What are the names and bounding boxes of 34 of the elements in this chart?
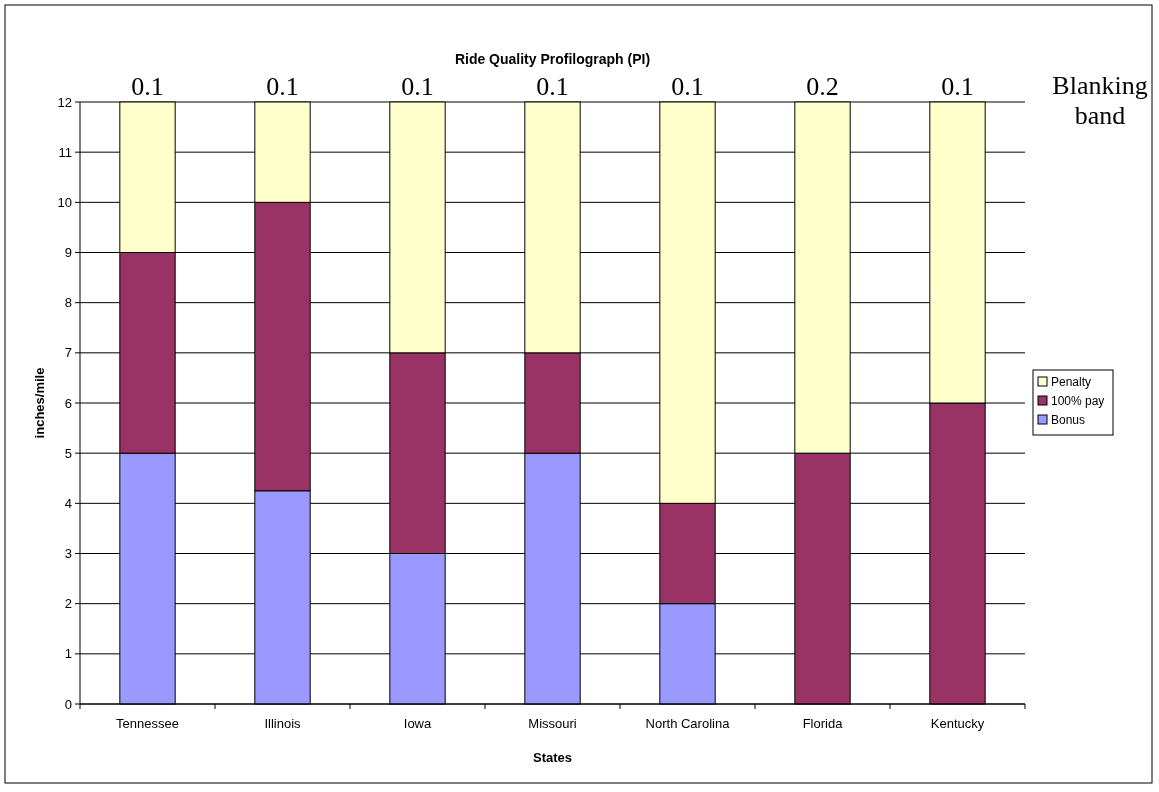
y-tick-label: 8 [64,295,72,311]
text: 0.2 [806,72,839,101]
legend-label: 100% pay [1051,394,1105,409]
chart-title: Ride Quality Profilograph (PI) [454,51,651,67]
text: 0.1 [401,72,434,101]
y-tick-label: 11 [58,144,72,160]
x-tick-label: Kentucky [930,716,985,731]
y-tick-label: 0 [64,696,72,712]
y-tick-label: 10 [57,194,72,210]
text: 0.1 [671,72,704,101]
y-tick-label: 9 [64,245,72,261]
x-tick-label: Missouri [528,716,577,731]
y-axis-title: inches/mile [32,367,47,439]
x-tick-label: Tennessee [116,716,179,731]
y-tick-label: 12 [57,94,72,110]
y-tick-label: 5 [64,445,72,461]
y-tick-label: 2 [64,596,72,612]
text: 0.1 [941,72,974,101]
x-tick-label: Iowa [403,716,432,731]
x-tick-label: Illinois [264,716,302,731]
text: 0.1 [536,72,569,101]
legend-label: Penalty [1051,375,1092,390]
y-tick-label: 3 [64,546,72,562]
y-tick-label: 7 [64,345,72,361]
x-axis-title: States [532,750,573,765]
y-tick-label: 1 [64,646,72,662]
y-tick-label: 4 [64,495,72,511]
text: 0.1 [266,72,299,101]
text: 0.1 [131,72,164,101]
text: Blanking band [1052,71,1148,130]
x-tick-label: North Carolina [645,716,731,731]
y-tick-label: 6 [64,395,72,411]
x-tick-label: Florida [802,716,844,731]
legend-label: Bonus [1051,413,1086,428]
